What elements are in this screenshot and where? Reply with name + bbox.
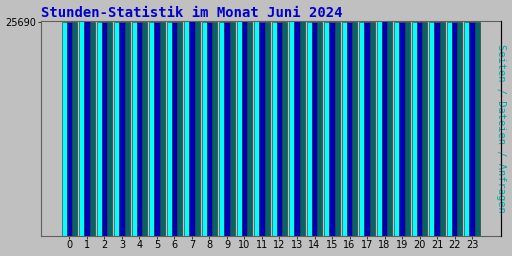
Bar bbox=[137, 22, 142, 236]
Bar bbox=[202, 22, 207, 236]
Bar bbox=[324, 22, 329, 236]
Bar bbox=[475, 22, 480, 236]
Bar bbox=[457, 22, 462, 236]
Bar bbox=[404, 22, 410, 236]
Bar bbox=[335, 22, 340, 236]
Bar bbox=[422, 22, 428, 236]
Bar bbox=[417, 22, 422, 236]
Bar bbox=[370, 22, 375, 236]
Bar bbox=[429, 22, 435, 236]
Bar bbox=[359, 22, 365, 236]
Bar bbox=[224, 22, 229, 236]
Bar bbox=[124, 22, 130, 236]
Bar bbox=[189, 21, 195, 236]
Bar bbox=[229, 22, 235, 236]
Bar bbox=[342, 22, 347, 236]
Bar bbox=[312, 22, 317, 236]
Bar bbox=[282, 22, 287, 236]
Bar bbox=[307, 22, 312, 236]
Bar bbox=[352, 22, 357, 236]
Bar bbox=[300, 21, 305, 236]
Bar bbox=[195, 22, 200, 236]
Bar bbox=[142, 22, 147, 236]
Bar bbox=[119, 22, 124, 236]
Bar bbox=[277, 22, 282, 236]
Bar bbox=[365, 22, 370, 236]
Y-axis label: Seiten / Dateien / Anfragen: Seiten / Dateien / Anfragen bbox=[497, 44, 506, 213]
Bar bbox=[247, 22, 252, 236]
Bar bbox=[166, 22, 172, 236]
Bar bbox=[272, 22, 277, 236]
Bar bbox=[254, 22, 260, 236]
Bar bbox=[464, 22, 470, 236]
Bar bbox=[394, 22, 399, 236]
Bar bbox=[382, 22, 387, 236]
Bar bbox=[399, 22, 404, 236]
Bar bbox=[177, 22, 182, 236]
Bar bbox=[107, 22, 112, 236]
Bar bbox=[90, 22, 95, 236]
Bar bbox=[207, 22, 212, 236]
Bar bbox=[97, 22, 102, 236]
Bar bbox=[72, 22, 77, 236]
Bar bbox=[377, 21, 382, 236]
Bar bbox=[154, 22, 160, 236]
Bar bbox=[160, 22, 165, 236]
Bar bbox=[132, 22, 137, 236]
Bar bbox=[67, 22, 72, 236]
Bar bbox=[317, 22, 323, 236]
Bar bbox=[435, 22, 440, 236]
Bar bbox=[237, 22, 242, 236]
Bar bbox=[440, 22, 445, 236]
Bar bbox=[260, 22, 265, 236]
Bar bbox=[149, 22, 154, 236]
Bar bbox=[79, 22, 84, 236]
Bar bbox=[172, 22, 177, 236]
Bar bbox=[452, 22, 457, 236]
Bar bbox=[289, 21, 294, 236]
Bar bbox=[61, 22, 67, 236]
Bar bbox=[84, 22, 90, 236]
Text: Stunden-Statistik im Monat Juni 2024: Stunden-Statistik im Monat Juni 2024 bbox=[40, 6, 342, 19]
Bar bbox=[212, 22, 217, 236]
Bar bbox=[329, 22, 335, 236]
Bar bbox=[412, 22, 417, 236]
Bar bbox=[387, 22, 392, 236]
Bar bbox=[219, 22, 224, 236]
Bar bbox=[114, 22, 119, 236]
Bar bbox=[347, 22, 352, 236]
Bar bbox=[294, 21, 300, 236]
Bar bbox=[184, 21, 189, 236]
Bar bbox=[265, 22, 270, 236]
Bar bbox=[470, 22, 475, 236]
Bar bbox=[102, 22, 107, 236]
Bar bbox=[446, 22, 452, 236]
Bar bbox=[242, 22, 247, 236]
